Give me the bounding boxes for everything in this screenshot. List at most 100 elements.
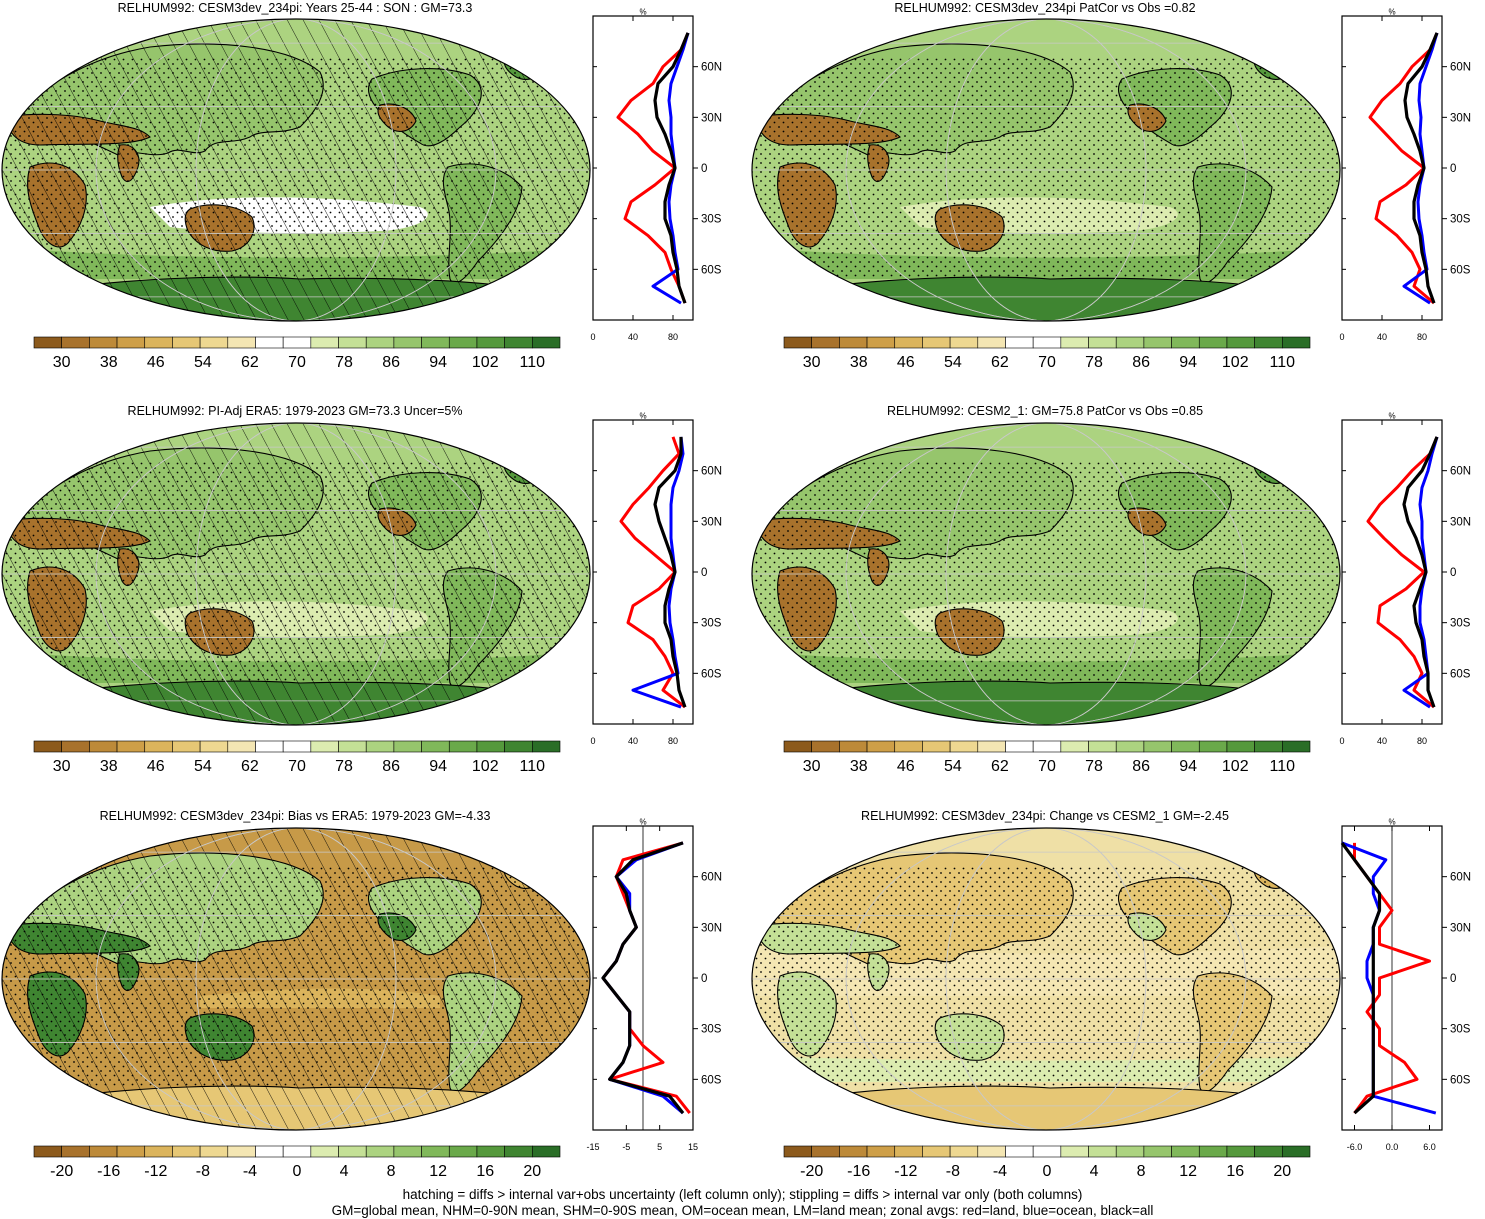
colorbar-swatch <box>1060 1145 1089 1158</box>
profile-x-label: 0 <box>1339 736 1344 746</box>
profile-x-label: 0 <box>1339 332 1344 342</box>
colorbar-swatch <box>255 1145 284 1158</box>
colorbar-swatch <box>1032 1145 1062 1158</box>
colorbar-swatch <box>1254 740 1283 753</box>
colorbar-swatch <box>33 1145 62 1158</box>
colorbar-swatch <box>1088 740 1117 753</box>
colorbar-label: 70 <box>288 758 306 775</box>
colorbar-label: 110 <box>520 354 546 371</box>
colorbar-swatch <box>282 1145 312 1158</box>
colorbar-swatch <box>89 336 118 349</box>
colorbar-label: 94 <box>1179 354 1197 371</box>
zonal-profile-2: % 60N 30N 0 30S 60S 0 40 80 <box>1339 8 1471 343</box>
colorbar-swatch <box>977 740 1006 753</box>
colorbar-label: 54 <box>944 758 962 775</box>
colorbar-swatch <box>172 1145 201 1158</box>
colorbar-swatch <box>949 336 979 349</box>
colorbar-label: -12 <box>144 1163 167 1180</box>
colorbar-swatch <box>866 1145 896 1158</box>
colorbar-swatch <box>61 336 90 349</box>
graticule-meridian <box>95 828 497 1130</box>
colorbar-label: 86 <box>1132 758 1150 775</box>
colorbar-swatch <box>282 740 312 753</box>
profile-y-label: 30N <box>701 112 722 124</box>
stippling-overlay <box>2 461 590 681</box>
colorbar-swatch <box>172 336 201 349</box>
colorbar-swatch <box>61 1145 90 1158</box>
colorbar-swatch <box>839 1145 868 1158</box>
colorbar-swatch <box>365 740 395 753</box>
profile-y-label: 30N <box>701 516 722 528</box>
map-border <box>1 18 591 322</box>
colorbar-swatch <box>310 740 339 753</box>
colorbar-label: 54 <box>944 354 962 371</box>
colorbar-swatch <box>1226 336 1255 349</box>
stippling-overlay <box>2 866 590 1086</box>
colorbar-label: 0 <box>1043 1163 1052 1180</box>
colorbar-swatch <box>866 740 896 753</box>
colorbar-swatch <box>1282 1145 1311 1158</box>
footer-note-legend: GM=global mean, NHM=0-90N mean, SHM=0-90… <box>331 1203 1154 1218</box>
colorbar-label: -16 <box>847 1163 870 1180</box>
colorbar-swatch <box>1005 1145 1034 1158</box>
profile-y-label: 30S <box>1450 618 1471 630</box>
colorbar-swatch <box>504 1145 533 1158</box>
colorbar-label: 30 <box>53 354 71 371</box>
profile-x-label: 80 <box>668 736 678 746</box>
colorbar-label: -20 <box>50 1163 73 1180</box>
colorbar-swatch <box>1282 740 1311 753</box>
colorbar-swatch <box>1171 336 1200 349</box>
colorbar-swatch <box>949 1145 979 1158</box>
colorbar-label: 54 <box>194 758 212 775</box>
colorbar-swatch <box>866 336 896 349</box>
map-border <box>1 422 591 726</box>
colorbar-swatch <box>61 740 90 753</box>
profile-line-land <box>1366 436 1439 709</box>
profile-y-label: 0 <box>1450 567 1456 579</box>
colorbar-label: -20 <box>800 1163 823 1180</box>
profile-x-label: -5 <box>622 1142 630 1152</box>
colorbar-swatch <box>89 740 118 753</box>
panel-title-6: RELHUM992: CESM3dev_234pi: Change vs CES… <box>861 809 1229 823</box>
profile-line-all <box>653 436 687 708</box>
colorbar-swatch <box>365 1145 395 1158</box>
colorbar-swatch <box>476 336 505 349</box>
graticule-meridian <box>195 19 397 321</box>
colorbar-swatch <box>310 336 339 349</box>
colorbar-swatch <box>393 1145 422 1158</box>
profile-unit-label: % <box>1388 8 1395 17</box>
colorbar-label: -16 <box>97 1163 120 1180</box>
profile-y-label: 60N <box>1450 466 1471 478</box>
colorbar-label: -4 <box>243 1163 257 1180</box>
colorbar-swatch <box>1198 1145 1228 1158</box>
colorbar-swatch <box>116 336 146 349</box>
colorbar-swatch <box>949 740 979 753</box>
map-panel-2 <box>751 18 1341 322</box>
colorbar-swatch <box>476 740 505 753</box>
profile-x-label: 80 <box>1417 736 1427 746</box>
colorbar-swatch <box>255 740 284 753</box>
colorbar-label: 78 <box>1085 758 1103 775</box>
profile-line-all <box>1340 841 1382 1115</box>
colorbar-label: 110 <box>1270 758 1296 775</box>
graticule-meridian <box>945 19 1147 321</box>
colorbar-1: 30 38 46 54 62 70 78 86 94 102 110 <box>33 336 561 371</box>
map-border <box>1 827 591 1131</box>
colorbar-swatch <box>783 1145 812 1158</box>
colorbar-swatch <box>922 740 951 753</box>
profile-x-label: 5 <box>657 1142 662 1152</box>
colorbar-swatch <box>310 1145 339 1158</box>
colorbar-swatch <box>1226 740 1255 753</box>
zonal-profile-6: % 60N 30N 0 30S 60S -6.0 0.0 6.0 <box>1340 818 1471 1152</box>
map-panel-6 <box>751 827 1341 1131</box>
colorbar-swatch <box>977 1145 1006 1158</box>
colorbar-swatch <box>1115 336 1145 349</box>
profile-y-label: 0 <box>701 567 707 579</box>
graticule-meridian <box>945 423 1147 725</box>
colorbar-swatch <box>783 336 812 349</box>
colorbar-label: 16 <box>476 1163 494 1180</box>
colorbar-label: 38 <box>100 354 118 371</box>
colorbar-label: 12 <box>1179 1163 1197 1180</box>
colorbar-swatch <box>1060 336 1089 349</box>
profile-y-label: 60S <box>701 1074 722 1086</box>
